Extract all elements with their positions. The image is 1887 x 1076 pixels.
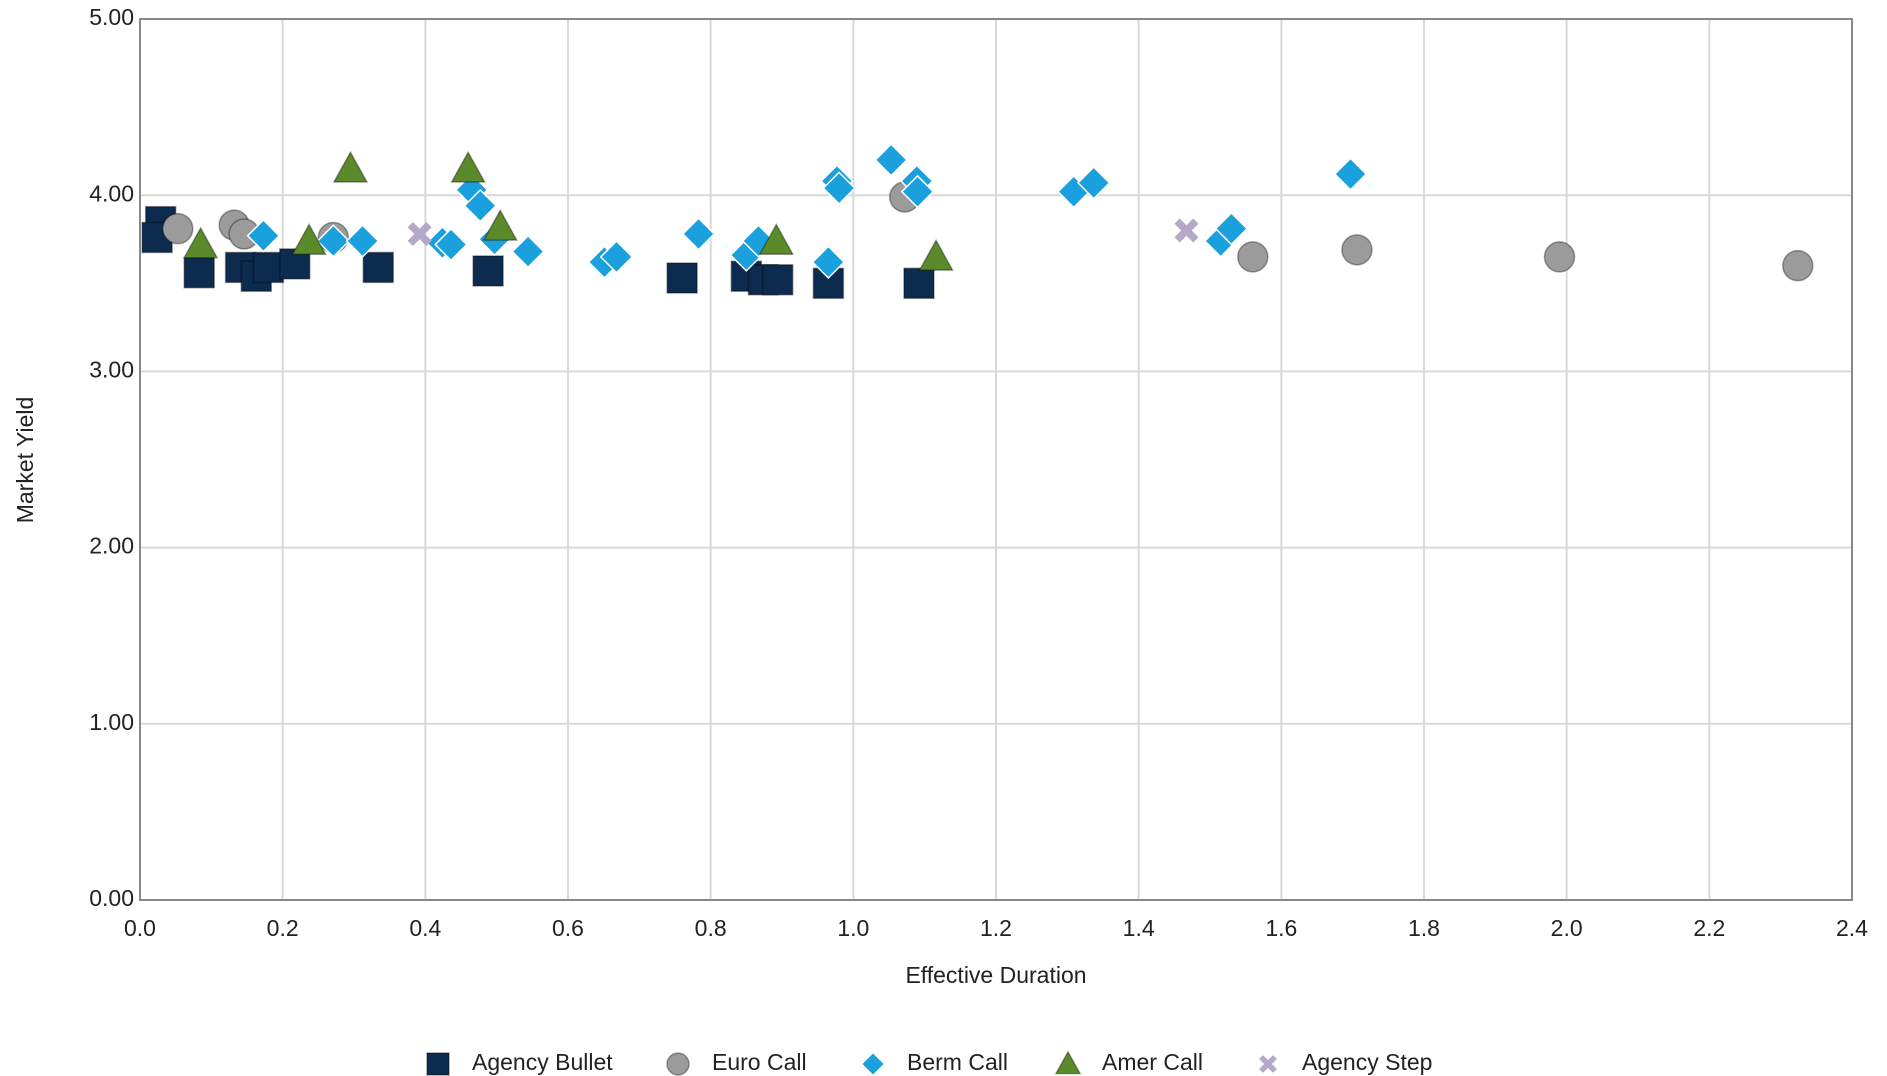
marker-square (426, 1052, 450, 1076)
marker-diamond (434, 227, 468, 262)
marker-square (252, 251, 285, 284)
x-tick-label: 2.0 (1551, 915, 1583, 941)
marker-diamond (1214, 211, 1249, 246)
marker-circle (1543, 241, 1576, 273)
marker-triangle (1054, 1050, 1082, 1075)
plot-frame (139, 18, 1853, 901)
marker-diamond (860, 1051, 886, 1076)
x-tick-label: 1.6 (1265, 915, 1297, 941)
marker-diamond (316, 224, 351, 258)
x-tick-label: 2.2 (1693, 915, 1725, 941)
legend-label: Agency Step (1302, 1049, 1432, 1075)
y-tick-label: 3.00 (89, 356, 134, 382)
marker-cross (407, 221, 432, 246)
marker-circle (1237, 241, 1269, 273)
x-tick-label: 2.4 (1836, 915, 1868, 941)
y-axis-label: Market Yield (12, 397, 38, 524)
y-tick-label: 0.00 (89, 885, 134, 911)
x-tick-label: 0.2 (267, 915, 299, 941)
x-axis-label: Effective Duration (905, 962, 1086, 988)
marker-square (183, 256, 215, 289)
marker-triangle (758, 222, 795, 255)
marker-diamond (599, 240, 634, 274)
legend-label: Berm Call (907, 1049, 1008, 1075)
marker-triangle (482, 208, 519, 241)
marker-square (903, 267, 935, 300)
legend-label: Amer Call (1102, 1049, 1203, 1075)
marker-diamond (822, 171, 856, 205)
marker-circle (666, 1052, 690, 1076)
marker-square (472, 255, 504, 287)
x-tick-label: 1.0 (837, 915, 869, 941)
marker-diamond (246, 218, 281, 253)
marker-square (362, 251, 395, 284)
legend-label: Euro Call (712, 1049, 807, 1075)
marker-circle (162, 212, 194, 245)
marker-cross (1174, 218, 1199, 243)
y-tick-label: 1.00 (89, 709, 134, 735)
y-tick-label: 5.00 (89, 4, 134, 30)
y-tick-label: 4.00 (89, 180, 134, 206)
marker-diamond (681, 217, 716, 251)
marker-triangle (182, 226, 219, 259)
x-tick-label: 1.4 (1123, 915, 1155, 941)
marker-triangle (332, 150, 369, 183)
marker-diamond (463, 188, 498, 223)
marker-triangle (450, 150, 486, 183)
marker-cross (1259, 1055, 1277, 1073)
x-tick-label: 0.8 (695, 915, 727, 941)
marker-triangle (291, 222, 327, 255)
marker-square (666, 262, 698, 294)
marker-diamond (511, 234, 545, 269)
marker-circle (1341, 234, 1373, 266)
marker-circle (1782, 249, 1814, 282)
marker-diamond (874, 143, 908, 177)
marker-diamond (900, 174, 935, 209)
marker-square (761, 264, 794, 296)
x-tick-label: 0.4 (409, 915, 441, 941)
legend-label: Agency Bullet (472, 1049, 613, 1075)
y-tick-label: 2.00 (89, 533, 134, 559)
marker-diamond (345, 224, 380, 258)
marker-diamond (811, 245, 846, 279)
x-tick-label: 1.8 (1408, 915, 1440, 941)
marker-diamond (1076, 166, 1111, 200)
x-tick-label: 1.2 (980, 915, 1012, 941)
x-tick-label: 0.6 (552, 915, 584, 941)
marker-diamond (1333, 157, 1368, 191)
marker-triangle (918, 238, 954, 271)
x-tick-label: 0.0 (124, 915, 156, 941)
